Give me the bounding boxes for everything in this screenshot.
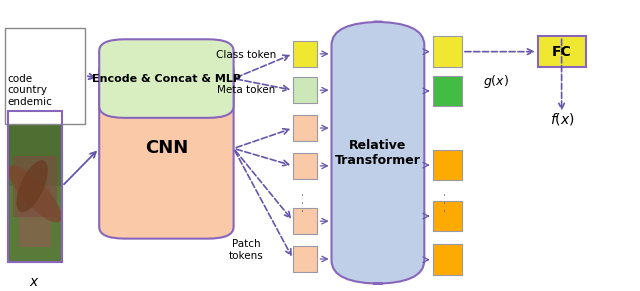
- FancyBboxPatch shape: [8, 111, 62, 262]
- FancyBboxPatch shape: [293, 208, 317, 234]
- Text: $x$: $x$: [29, 275, 40, 289]
- FancyBboxPatch shape: [433, 36, 462, 67]
- Bar: [13, 156, 57, 217]
- Text: Class token: Class token: [216, 50, 276, 60]
- FancyBboxPatch shape: [5, 28, 85, 124]
- FancyBboxPatch shape: [293, 41, 317, 67]
- FancyBboxPatch shape: [433, 244, 462, 275]
- Bar: [8, 186, 62, 262]
- Text: FC: FC: [552, 45, 572, 59]
- Text: code
country
endemic: code country endemic: [8, 74, 52, 107]
- FancyBboxPatch shape: [293, 153, 317, 179]
- Text: Relative
Transformer: Relative Transformer: [335, 139, 421, 167]
- Ellipse shape: [8, 165, 61, 222]
- Text: · · ·: · · ·: [298, 192, 310, 212]
- FancyBboxPatch shape: [99, 58, 234, 239]
- Bar: [19, 171, 51, 247]
- Text: Meta token: Meta token: [217, 85, 276, 95]
- Text: $f(x)$: $f(x)$: [550, 111, 574, 127]
- Text: · · ·: · · ·: [440, 192, 453, 212]
- Ellipse shape: [17, 160, 48, 212]
- Text: Encode & Concat & MLP: Encode & Concat & MLP: [92, 74, 241, 84]
- FancyBboxPatch shape: [538, 36, 586, 67]
- FancyBboxPatch shape: [293, 115, 317, 141]
- Bar: [8, 111, 62, 186]
- FancyBboxPatch shape: [433, 201, 462, 231]
- Text: $g(x)$: $g(x)$: [483, 73, 509, 90]
- FancyBboxPatch shape: [433, 76, 462, 106]
- FancyBboxPatch shape: [293, 246, 317, 272]
- FancyBboxPatch shape: [293, 77, 317, 103]
- Text: CNN: CNN: [145, 139, 188, 157]
- FancyBboxPatch shape: [332, 22, 424, 284]
- FancyBboxPatch shape: [99, 39, 234, 118]
- Text: Patch
tokens: Patch tokens: [229, 239, 264, 261]
- FancyBboxPatch shape: [433, 150, 462, 180]
